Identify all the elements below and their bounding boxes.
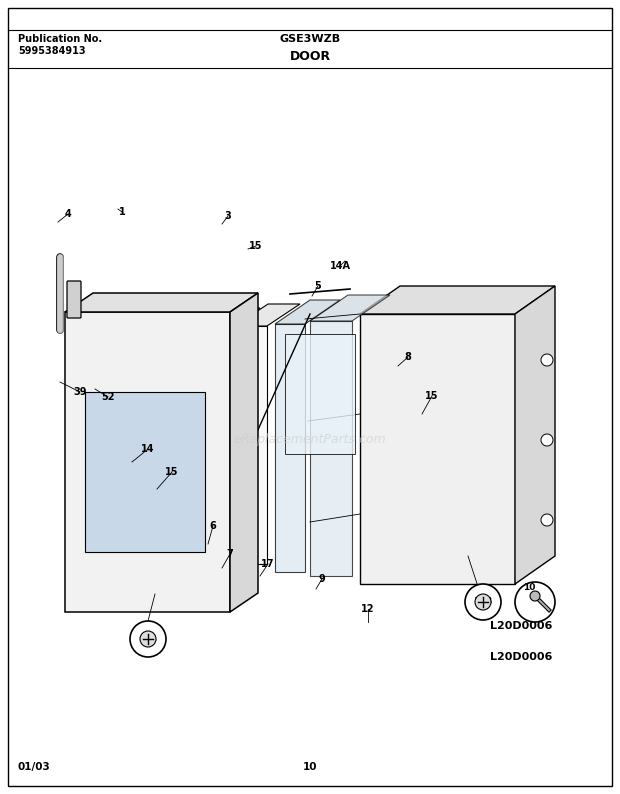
Text: 5: 5 bbox=[314, 281, 321, 291]
Text: 15: 15 bbox=[166, 467, 179, 477]
Text: DOOR: DOOR bbox=[290, 50, 330, 63]
Text: 14A: 14A bbox=[329, 261, 350, 271]
Polygon shape bbox=[360, 286, 555, 314]
Text: 6: 6 bbox=[210, 521, 216, 531]
Text: 4: 4 bbox=[64, 209, 71, 219]
Text: 15: 15 bbox=[249, 241, 263, 251]
Text: 10B: 10B bbox=[474, 598, 493, 607]
Text: 8: 8 bbox=[405, 352, 412, 362]
Polygon shape bbox=[235, 304, 300, 326]
FancyBboxPatch shape bbox=[67, 281, 81, 318]
Polygon shape bbox=[230, 293, 258, 612]
Circle shape bbox=[541, 514, 553, 526]
Text: 39: 39 bbox=[73, 387, 87, 397]
Text: 15: 15 bbox=[425, 391, 439, 401]
Text: 5995384913: 5995384913 bbox=[18, 46, 86, 56]
Circle shape bbox=[140, 631, 156, 647]
Circle shape bbox=[541, 354, 553, 366]
Text: GSE3WZB: GSE3WZB bbox=[280, 34, 340, 44]
Text: 3: 3 bbox=[224, 211, 231, 221]
Text: 10: 10 bbox=[523, 584, 535, 592]
Circle shape bbox=[475, 594, 491, 610]
Text: 14: 14 bbox=[141, 444, 155, 454]
Text: 01/03: 01/03 bbox=[18, 762, 51, 772]
Polygon shape bbox=[275, 300, 340, 324]
Text: 9: 9 bbox=[319, 574, 326, 584]
Text: L20D0006: L20D0006 bbox=[490, 621, 552, 631]
Polygon shape bbox=[65, 312, 230, 612]
Text: 17: 17 bbox=[261, 559, 275, 569]
Polygon shape bbox=[275, 324, 305, 572]
Text: 12: 12 bbox=[361, 604, 374, 614]
Polygon shape bbox=[360, 314, 515, 584]
Text: 52: 52 bbox=[101, 392, 115, 402]
Polygon shape bbox=[310, 321, 352, 576]
Circle shape bbox=[130, 621, 166, 657]
Polygon shape bbox=[515, 286, 555, 584]
Text: Publication No.: Publication No. bbox=[18, 34, 102, 44]
Polygon shape bbox=[310, 295, 390, 321]
Text: eReplacementParts.com: eReplacementParts.com bbox=[234, 433, 386, 445]
Polygon shape bbox=[85, 392, 205, 552]
Text: L20D0006: L20D0006 bbox=[490, 652, 552, 662]
Text: 7: 7 bbox=[227, 549, 233, 559]
Text: 80B: 80B bbox=[139, 634, 157, 643]
Text: 10: 10 bbox=[303, 762, 317, 772]
Polygon shape bbox=[205, 308, 260, 328]
Text: 1: 1 bbox=[118, 207, 125, 217]
Polygon shape bbox=[235, 326, 267, 564]
Circle shape bbox=[465, 584, 501, 620]
Circle shape bbox=[541, 434, 553, 446]
Polygon shape bbox=[285, 334, 355, 454]
Polygon shape bbox=[65, 293, 258, 312]
Circle shape bbox=[515, 582, 555, 622]
Polygon shape bbox=[205, 328, 230, 556]
Circle shape bbox=[530, 591, 540, 601]
